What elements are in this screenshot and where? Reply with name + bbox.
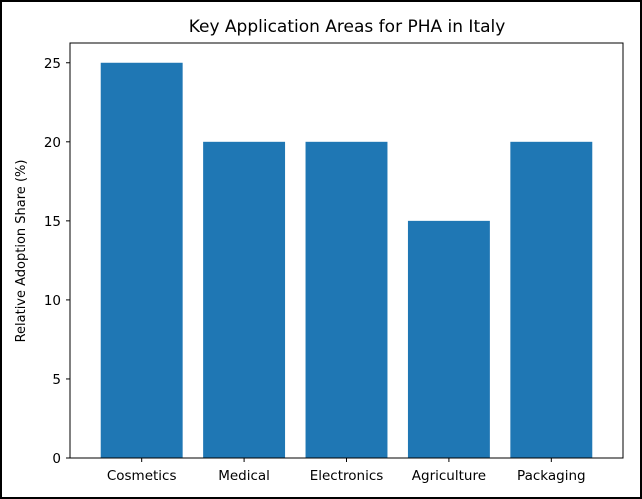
bar-agriculture bbox=[407, 220, 490, 458]
plot-area bbox=[69, 42, 624, 459]
y-tick-label: 0 bbox=[52, 451, 61, 467]
bar-cosmetics bbox=[100, 62, 183, 459]
x-tick-label: Electronics bbox=[310, 468, 384, 484]
bar-medical bbox=[203, 141, 286, 459]
bars-group bbox=[100, 62, 593, 459]
y-tick-label: 20 bbox=[44, 135, 61, 151]
y-tick-label: 25 bbox=[44, 56, 61, 72]
x-tick-label: Agriculture bbox=[412, 468, 486, 484]
y-tick-label: 5 bbox=[52, 372, 61, 388]
x-ticks-group: Cosmetics Medical Electronics Agriculture Pa… bbox=[107, 458, 586, 484]
x-tick-label: Cosmetics bbox=[107, 468, 177, 484]
bar-electronics bbox=[305, 141, 388, 459]
y-ticks-group: 0 5 10 15 20 25 bbox=[44, 56, 70, 467]
chart-title: Key Application Areas for PHA in Italy bbox=[189, 17, 506, 37]
x-tick-label: Packaging bbox=[517, 468, 586, 484]
x-tick-label: Medical bbox=[218, 468, 270, 484]
y-tick-label: 15 bbox=[44, 214, 61, 230]
bar-packaging bbox=[510, 141, 593, 459]
y-axis-label: Relative Adoption Share (%) bbox=[14, 160, 29, 343]
y-tick-label: 10 bbox=[44, 293, 61, 309]
